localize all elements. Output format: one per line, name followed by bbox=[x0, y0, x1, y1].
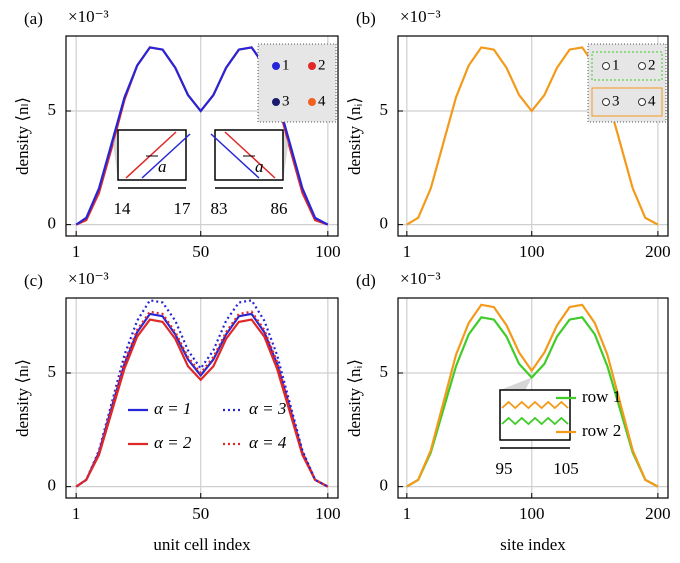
lattice-site bbox=[638, 98, 646, 106]
y-tick-label: 0 bbox=[48, 476, 57, 495]
x-tick-label: 100 bbox=[519, 504, 545, 523]
lattice-label: 1 bbox=[612, 57, 620, 73]
lattice-site bbox=[272, 98, 280, 106]
panel-label: (c) bbox=[24, 271, 43, 290]
zoom-cone bbox=[113, 130, 118, 180]
lattice-label: 3 bbox=[612, 93, 620, 109]
y-tick-label: 5 bbox=[380, 362, 389, 381]
row-box bbox=[591, 51, 663, 81]
lattice-site bbox=[308, 62, 316, 70]
inset-tick-label: 95 bbox=[496, 459, 513, 478]
lattice-site bbox=[308, 98, 316, 106]
series-line bbox=[75, 312, 329, 488]
panel-label: (d) bbox=[356, 271, 376, 290]
panel-label: (b) bbox=[356, 9, 376, 28]
lattice-site bbox=[638, 62, 646, 70]
x-tick-label: 1 bbox=[403, 242, 412, 261]
zoom-line bbox=[224, 131, 276, 179]
x-tick-label: 50 bbox=[192, 504, 209, 523]
lattice-box bbox=[257, 43, 337, 123]
x-tick-label: 50 bbox=[192, 242, 209, 261]
legend-label: α = 2 bbox=[154, 433, 192, 452]
zoom-cone bbox=[283, 130, 289, 180]
zoom-line bbox=[501, 416, 569, 426]
series-line bbox=[75, 299, 329, 488]
y-tick-label: 0 bbox=[380, 214, 389, 233]
series-line bbox=[75, 310, 329, 488]
x-tick-label: 1 bbox=[72, 504, 81, 523]
inset-tick-label: 14 bbox=[114, 199, 132, 218]
x-tick-label: 100 bbox=[315, 242, 341, 261]
x-axis-label: site index bbox=[500, 535, 566, 554]
y-axis-label: density ⟨nᵢ⟩ bbox=[345, 359, 364, 437]
inset-label: a bbox=[255, 157, 264, 176]
inset-label: a bbox=[158, 157, 167, 176]
lattice-label: 4 bbox=[648, 93, 656, 109]
y-tick-label: 5 bbox=[48, 100, 57, 119]
y-tick-label: 0 bbox=[48, 214, 57, 233]
legend-label: α = 1 bbox=[154, 399, 191, 418]
lattice-site bbox=[602, 98, 610, 106]
y-tick-label: 0 bbox=[380, 476, 389, 495]
legend-label: row 1 bbox=[582, 387, 621, 406]
scale-label: ×10⁻³ bbox=[68, 269, 109, 288]
series-line bbox=[75, 318, 329, 488]
zoom-line bbox=[210, 133, 260, 179]
inset-tick-label: 105 bbox=[553, 459, 579, 478]
legend-label: α = 4 bbox=[249, 433, 287, 452]
y-axis-label: density ⟨nₗ⟩ bbox=[13, 359, 32, 437]
x-tick-label: 1 bbox=[403, 504, 412, 523]
scale-label: ×10⁻³ bbox=[68, 7, 109, 26]
series-line bbox=[406, 46, 659, 226]
x-tick-label: 1 bbox=[72, 242, 81, 261]
plot-frame bbox=[397, 35, 669, 237]
legend-label: α = 3 bbox=[249, 399, 286, 418]
plot-frame bbox=[65, 297, 339, 499]
scale-label: ×10⁻³ bbox=[400, 269, 441, 288]
x-tick-label: 200 bbox=[645, 504, 671, 523]
x-tick-label: 200 bbox=[645, 242, 671, 261]
lattice-box bbox=[587, 43, 667, 123]
lattice-label: 3 bbox=[282, 93, 290, 109]
inset-tick-label: 86 bbox=[271, 199, 288, 218]
x-tick-label: 100 bbox=[315, 504, 341, 523]
y-tick-label: 5 bbox=[48, 362, 57, 381]
series-line bbox=[406, 316, 659, 488]
panel-label: (a) bbox=[24, 9, 43, 28]
zoom-line bbox=[501, 400, 569, 410]
scale-label: ×10⁻³ bbox=[400, 7, 441, 26]
lattice-label: 4 bbox=[318, 93, 326, 109]
series-line bbox=[75, 46, 329, 226]
zoom-line bbox=[125, 131, 177, 179]
lattice-site bbox=[602, 62, 610, 70]
plot-frame bbox=[65, 35, 339, 237]
lattice-site bbox=[272, 62, 280, 70]
lattice-label: 2 bbox=[318, 57, 326, 73]
legend-label: row 2 bbox=[582, 421, 621, 440]
x-tick-label: 100 bbox=[519, 242, 545, 261]
inset-tick-label: 17 bbox=[174, 199, 192, 218]
y-axis-label: density ⟨nᵢ⟩ bbox=[345, 97, 364, 175]
x-axis-label: unit cell index bbox=[153, 535, 251, 554]
y-axis-label: density ⟨nₗ⟩ bbox=[13, 97, 32, 175]
lattice-label: 1 bbox=[282, 57, 290, 73]
zoom-line bbox=[141, 133, 191, 179]
inset-tick-label: 83 bbox=[211, 199, 228, 218]
lattice-label: 2 bbox=[648, 57, 656, 73]
plot-frame bbox=[397, 297, 669, 499]
row-box bbox=[591, 87, 663, 117]
series-line bbox=[406, 303, 659, 488]
y-tick-label: 5 bbox=[380, 100, 389, 119]
